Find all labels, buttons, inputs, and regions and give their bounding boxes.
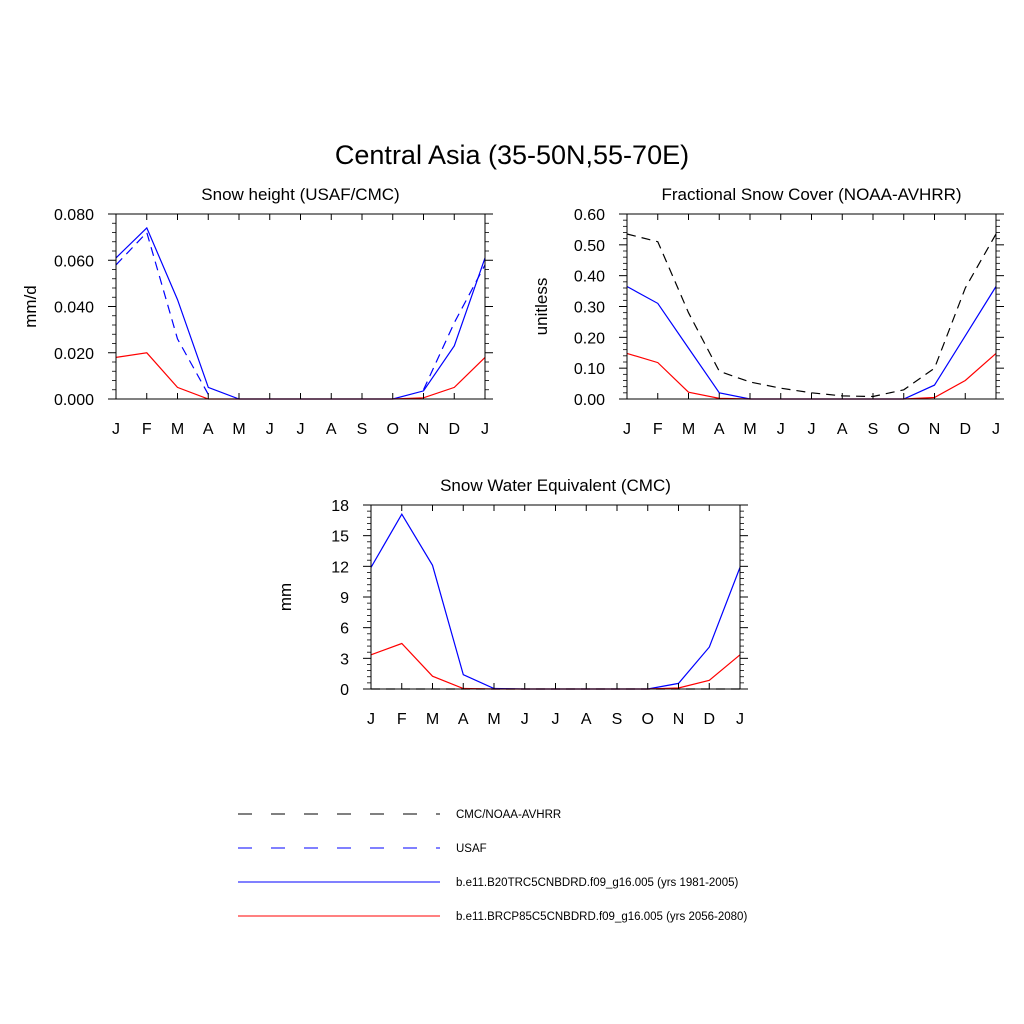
snow-cover-xtick-label: J — [777, 421, 785, 438]
snow-height-series-1-line — [115, 226, 486, 400]
legend-label-1: USAF — [456, 843, 487, 855]
swe-xtick-label: S — [612, 711, 623, 728]
snow-cover-ytick-label: 0.60 — [574, 207, 605, 224]
snow-height-ylabel: mm/d — [21, 285, 40, 328]
swe-panel: Snow Water Equivalent (CMC) mm J F M A M J J A S O N… — [276, 476, 748, 728]
snow-height-title: Snow height (USAF/CMC) — [201, 185, 399, 204]
snow-cover-xtick-label: J — [623, 421, 631, 438]
snow-height-series-0-line — [115, 231, 209, 395]
swe-series-1-line — [370, 513, 741, 690]
snow-height-xtick-label: M — [232, 421, 245, 438]
swe-ytick-label: 9 — [340, 590, 349, 607]
snow-cover-ylabel: unitless — [532, 278, 551, 336]
snow-height-xtick-label: J — [481, 421, 489, 438]
snow-height-xtick-label: S — [357, 421, 368, 438]
swe-xtick-label: A — [458, 711, 469, 728]
snow-height-xtick-label: N — [418, 421, 430, 438]
snow-cover-panel: Fractional Snow Cover (NOAA-AVHRR) unitle… — [532, 185, 1004, 438]
swe-ytick-label: 18 — [331, 498, 349, 515]
snow-height-xtick-label: O — [387, 421, 399, 438]
snow-cover-ytick-label: 0.20 — [574, 330, 605, 347]
snow-cover-xtick-label: M — [682, 421, 695, 438]
snow-cover-series-0-line — [626, 233, 997, 398]
snow-height-ytick-label: 0.080 — [54, 207, 94, 224]
snow-cover-xtick-label: D — [959, 421, 971, 438]
snow-height-ytick-label: 0.040 — [54, 300, 94, 317]
figure-title: Central Asia (35-50N,55-70E) — [335, 140, 689, 170]
legend-label-0: CMC/NOAA-AVHRR — [456, 809, 561, 821]
swe-xtick-label: O — [642, 711, 654, 728]
swe-frame — [370, 504, 741, 690]
snow-cover-ytick-label: 0.50 — [574, 238, 605, 255]
swe-xtick-label: M — [426, 711, 439, 728]
swe-ytick-label: 6 — [340, 621, 349, 638]
snow-height-xtick-label: J — [112, 421, 120, 438]
swe-xtick-label: A — [581, 711, 592, 728]
snow-cover-title: Fractional Snow Cover (NOAA-AVHRR) — [661, 185, 961, 204]
snow-cover-ytick-label: 0.10 — [574, 361, 605, 378]
swe-xtick-label: J — [367, 711, 375, 728]
snow-cover-xtick-label: F — [653, 421, 663, 438]
swe-series-2-line — [370, 642, 741, 690]
swe-xtick-label: J — [736, 711, 744, 728]
swe-xtick-label: F — [397, 711, 407, 728]
swe-ylabel: mm — [276, 583, 295, 611]
swe-title: Snow Water Equivalent (CMC) — [440, 476, 671, 495]
swe-ytick-label: 15 — [331, 529, 349, 546]
swe-xtick-label: D — [703, 711, 715, 728]
snow-cover-frame — [626, 213, 997, 400]
snow-height-ytick-label: 0.060 — [54, 253, 94, 270]
swe-ytick-label: 12 — [331, 559, 349, 576]
snow-height-xtick-label: M — [171, 421, 184, 438]
snow-height-xtick-label: A — [326, 421, 337, 438]
snow-cover-xtick-label: J — [808, 421, 816, 438]
snow-height-xtick-label: D — [448, 421, 460, 438]
swe-xtick-label: J — [521, 711, 529, 728]
legend-label-2: b.e11.B20TRC5CNBDRD.f09_g16.005 (yrs 198… — [456, 877, 738, 889]
snow-height-xtick-label: F — [142, 421, 152, 438]
snow-cover-ytick-label: 0.00 — [574, 392, 605, 409]
snow-cover-ytick-label: 0.30 — [574, 300, 605, 317]
snow-height-xtick-label: A — [203, 421, 214, 438]
swe-ytick-label: 3 — [340, 651, 349, 668]
snow-cover-xtick-label: A — [714, 421, 725, 438]
snow-cover-xtick-label: N — [929, 421, 941, 438]
legend: CMC/NOAA-AVHRR USAF b.e11.B20TRC5CNBDRD.f0… — [238, 809, 747, 923]
swe-xtick-label: M — [487, 711, 500, 728]
swe-xtick-label: J — [552, 711, 560, 728]
snow-height-panel: Snow height (USAF/CMC) mm/d J F M A M J J A S O N D J 0… — [21, 185, 493, 438]
snow-height-ytick-label: 0.020 — [54, 346, 94, 363]
snow-cover-xtick-label: O — [898, 421, 910, 438]
swe-ytick-label: 0 — [340, 682, 349, 699]
snow-cover-series-1-line — [626, 285, 997, 400]
snow-height-ytick-label: 0.000 — [54, 392, 94, 409]
snow-height-xtick-label: J — [266, 421, 274, 438]
snow-cover-xtick-label: A — [837, 421, 848, 438]
snow-cover-xtick-label: S — [868, 421, 879, 438]
panels: Snow height (USAF/CMC) mm/d J F M A M J J A S O N D J 0… — [21, 185, 1004, 728]
snow-cover-xtick-label: M — [743, 421, 756, 438]
snow-height-xtick-label: J — [297, 421, 305, 438]
swe-xtick-label: N — [673, 711, 685, 728]
snow-cover-xtick-label: J — [992, 421, 1000, 438]
snow-height-frame — [115, 213, 486, 400]
snow-cover-ytick-label: 0.40 — [574, 269, 605, 286]
legend-label-3: b.e11.BRCP85C5CNBDRD.f09_g16.005 (yrs 20… — [456, 911, 747, 923]
